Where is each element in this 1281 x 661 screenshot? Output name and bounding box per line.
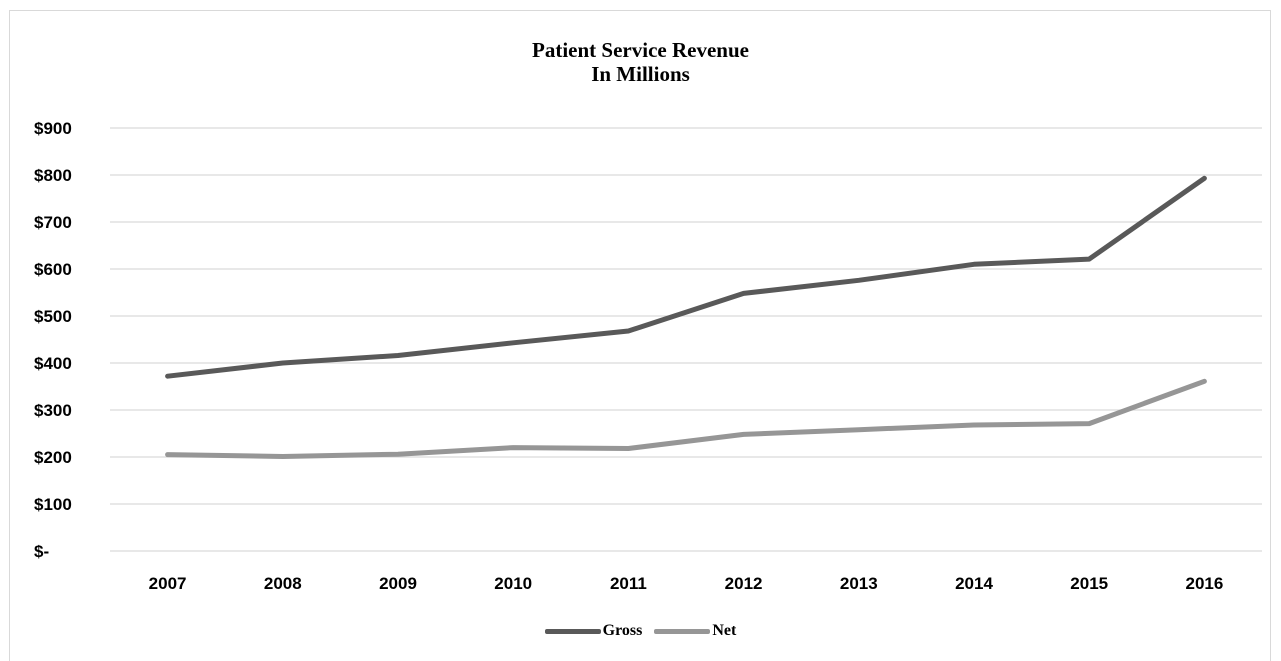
y-tick-label: $700 (34, 213, 72, 232)
legend: Gross Net (0, 622, 1281, 640)
legend-label-gross: Gross (602, 622, 643, 639)
x-tick-label: 2007 (149, 574, 187, 593)
series-line-gross (165, 175, 1207, 379)
chart-title: Patient Service Revenue (532, 38, 749, 62)
x-tick-label: 2014 (955, 574, 993, 593)
y-tick-label: $400 (34, 354, 72, 373)
chart-area (9, 10, 1271, 661)
x-tick-label: 2009 (379, 574, 417, 593)
chart-title-block: Patient Service Revenue In Millions (0, 38, 1281, 86)
series-lines (165, 175, 1207, 459)
x-axis-ticks: 2007 2008 2009 2010 2011 2012 2013 2014 2015 2016 (149, 574, 1224, 593)
y-tick-label: $100 (34, 495, 72, 514)
x-tick-label: 2016 (1185, 574, 1223, 593)
chart-subtitle: In Millions (591, 62, 690, 86)
y-tick-label: $800 (34, 166, 72, 185)
x-tick-label: 2015 (1070, 574, 1108, 593)
legend-item-net: Net (654, 622, 736, 640)
x-tick-label: 2010 (494, 574, 532, 593)
y-tick-label: $300 (34, 401, 72, 420)
legend-item-gross: Gross (544, 622, 643, 640)
y-axis-ticks: $- $100 $200 $300 $400 $500 $600 $700 $800 $900 (34, 119, 72, 561)
x-tick-label: 2012 (725, 574, 763, 593)
y-tick-label: $- (34, 542, 49, 561)
y-tick-label: $600 (34, 260, 72, 279)
legend-swatch-net (654, 628, 711, 634)
y-tick-label: $200 (34, 448, 72, 467)
legend-label-net: Net (712, 622, 737, 639)
x-tick-label: 2008 (264, 574, 302, 593)
series-line-net (165, 378, 1207, 459)
gridlines (110, 127, 1262, 552)
x-tick-label: 2011 (610, 574, 647, 593)
y-tick-label: $900 (34, 119, 72, 138)
y-tick-label: $500 (34, 307, 72, 326)
x-tick-label: 2013 (840, 574, 878, 593)
legend-swatch-gross (544, 628, 601, 634)
